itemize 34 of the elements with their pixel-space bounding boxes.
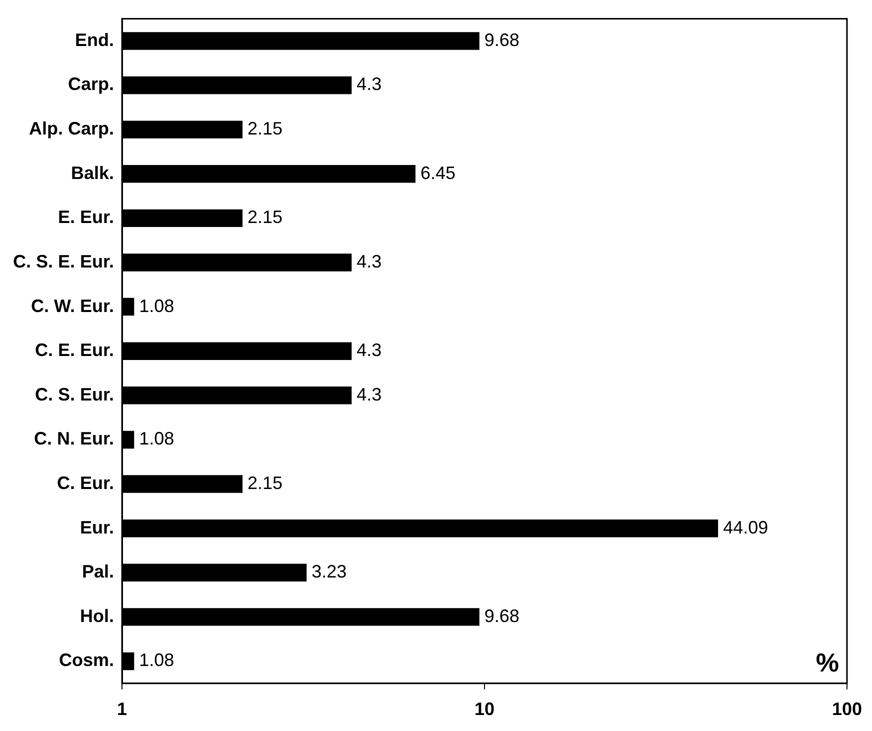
data-label: 9.68 bbox=[484, 606, 520, 626]
data-label: 2.15 bbox=[248, 207, 283, 228]
x-axis-title: % bbox=[816, 648, 839, 678]
data-label: 1.08 bbox=[139, 428, 174, 449]
data-label: 44.09 bbox=[723, 517, 768, 538]
x-tick-label: 1 bbox=[117, 699, 128, 720]
y-tick-label: C. E. Eur. bbox=[35, 340, 114, 360]
data-label: 4.3 bbox=[356, 384, 382, 404]
x-tick-label: 100 bbox=[832, 699, 862, 720]
data-label: 9.68 bbox=[484, 30, 520, 50]
data-label: 1.08 bbox=[139, 650, 174, 670]
y-tick-label: C. Eur. bbox=[57, 472, 114, 493]
y-tick-label: End. bbox=[75, 30, 114, 50]
y-tick-label: C. S. E. Eur. bbox=[13, 251, 114, 272]
y-tick-label: C. W. Eur. bbox=[31, 296, 114, 316]
data-label: 4.3 bbox=[356, 340, 382, 360]
y-tick-label: Alp. Carp. bbox=[29, 118, 114, 139]
y-tick-label: Balk. bbox=[71, 162, 114, 183]
y-tick-label: C. S. Eur. bbox=[35, 384, 114, 404]
data-label: 4.3 bbox=[356, 74, 382, 94]
data-label: 4.3 bbox=[356, 251, 382, 272]
y-tick-label: Hol. bbox=[80, 606, 114, 626]
y-tick-label: Cosm. bbox=[59, 650, 114, 670]
y-tick-label: Pal. bbox=[82, 562, 114, 582]
data-label: 1.08 bbox=[139, 296, 174, 316]
data-label: 2.15 bbox=[248, 118, 283, 139]
y-tick-label: C. N. Eur. bbox=[34, 428, 114, 449]
data-label: 6.45 bbox=[420, 162, 456, 183]
data-label: 3.23 bbox=[312, 562, 347, 582]
x-tick-label: 10 bbox=[474, 699, 495, 720]
y-tick-label: Carp. bbox=[68, 74, 114, 94]
y-tick-label: E. Eur. bbox=[58, 207, 114, 228]
y-tick-label: Eur. bbox=[80, 517, 114, 538]
data-label: 2.15 bbox=[248, 472, 283, 493]
